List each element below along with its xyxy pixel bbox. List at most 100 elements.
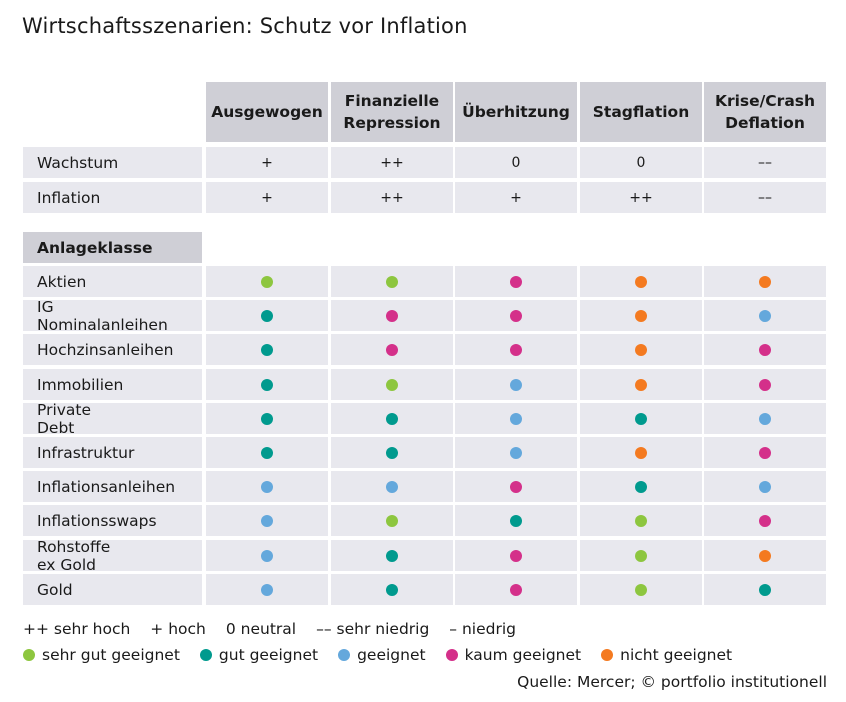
legend-dot: [23, 649, 35, 661]
asset-label: Inflationsswaps: [37, 511, 157, 530]
rating-dot: [635, 310, 647, 322]
rating-dot: [759, 310, 771, 322]
rating-dot: [759, 515, 771, 527]
color-legend-item: kaum geeignet: [445, 646, 582, 664]
rating-dot: [261, 584, 273, 596]
rating-dot: [261, 310, 273, 322]
rating-dot: [635, 276, 647, 288]
column-header: Überhitzung: [455, 82, 577, 142]
symbol-legend-item: – niedrig: [449, 620, 516, 638]
section-header: Anlageklasse: [23, 232, 202, 263]
row-label-bg: [23, 147, 202, 178]
legend-dot: [338, 649, 351, 661]
row-cell-bg: [455, 147, 577, 178]
rating-dot: [510, 310, 522, 322]
macro-value: ++: [380, 189, 404, 206]
symbol-legend-item: 0 neutral: [225, 620, 297, 638]
rating-dot: [759, 379, 771, 391]
rating-dot: [510, 550, 522, 562]
rating-dot: [261, 481, 273, 493]
asset-label: Rohstoffe ex Gold: [37, 537, 111, 574]
row-label-bg: [23, 505, 202, 536]
column-header: Stagflation: [580, 82, 702, 142]
rating-dot: [261, 344, 273, 356]
rating-dot: [261, 447, 273, 459]
row-label-bg: [23, 540, 202, 571]
rating-dot: [510, 379, 522, 391]
asset-label: Infrastruktur: [37, 443, 135, 462]
macro-value: ––: [758, 189, 772, 206]
row-label-bg: [23, 300, 202, 331]
legend-label: nicht geeignet: [620, 646, 733, 664]
row-label-bg: [23, 471, 202, 502]
asset-label: Private Debt: [37, 400, 92, 437]
macro-value: +: [510, 189, 522, 206]
row-label-bg: [23, 403, 202, 434]
legend-dot: [601, 649, 614, 661]
legend-label: gut geeignet: [218, 646, 319, 664]
asset-label: Gold: [37, 580, 73, 599]
rating-dot: [510, 276, 522, 288]
rating-dot: [759, 481, 771, 493]
rating-dot: [261, 379, 273, 391]
row-cell-bg: [580, 182, 702, 213]
row-cell-bg: [331, 182, 453, 213]
macro-value: ––: [758, 154, 772, 171]
rating-dot: [386, 413, 398, 425]
legend-label: geeignet: [357, 646, 426, 664]
rating-dot: [759, 344, 771, 356]
column-header: Krise/Crash Deflation: [704, 82, 826, 142]
macro-value: 0: [636, 154, 646, 171]
rating-dot: [759, 584, 771, 596]
rating-dot: [635, 550, 647, 562]
rating-dot: [386, 379, 398, 391]
symbol-legend-item: –– sehr niedrig: [316, 620, 430, 638]
rating-dot: [386, 550, 398, 562]
source-note: Quelle: Mercer; © portfolio institutione…: [517, 673, 827, 691]
row-label: Inflation: [37, 188, 101, 207]
rating-dot: [510, 447, 522, 459]
rating-dot: [386, 276, 398, 288]
rating-dot: [261, 550, 273, 562]
rating-dot: [386, 344, 398, 356]
rating-dot: [261, 413, 273, 425]
row-cell-bg: [455, 182, 577, 213]
asset-label: Hochzinsanleihen: [37, 340, 174, 359]
macro-value: ++: [380, 154, 404, 171]
symbol-legend: ++ sehr hoch + hoch 0 neutral –– sehr niedr…: [23, 620, 536, 638]
asset-label: Aktien: [37, 272, 87, 291]
rating-dot: [510, 515, 522, 527]
row-cell-bg: [704, 147, 826, 178]
rating-dot: [510, 344, 522, 356]
row-cell-bg: [206, 147, 328, 178]
rating-dot: [386, 310, 398, 322]
rating-dot: [386, 584, 398, 596]
legend-dot: [199, 649, 212, 661]
legend-dot: [445, 649, 458, 661]
macro-value: +: [261, 189, 273, 206]
rating-dot: [261, 515, 273, 527]
legend-label: sehr gut geeignet: [42, 646, 180, 664]
rating-dot: [510, 584, 522, 596]
rating-dot: [635, 515, 647, 527]
rating-dot: [759, 276, 771, 288]
rating-dot: [759, 413, 771, 425]
asset-label: IG Nominalanleihen: [37, 297, 168, 334]
rating-dot: [510, 481, 522, 493]
row-cell-bg: [580, 147, 702, 178]
rating-dot: [261, 276, 273, 288]
row-label-bg: [23, 369, 202, 400]
color-legend-item: sehr gut geeignet: [23, 646, 180, 664]
row-label: Wachstum: [37, 153, 119, 172]
legend-label: kaum geeignet: [464, 646, 582, 664]
row-label-bg: [23, 334, 202, 365]
row-cell-bg: [206, 182, 328, 213]
asset-label: Immobilien: [37, 375, 124, 394]
rating-dot: [635, 481, 647, 493]
row-label-bg: [23, 437, 202, 468]
row-label-bg: [23, 182, 202, 213]
symbol-legend-item: + hoch: [150, 620, 206, 638]
rating-dot: [635, 379, 647, 391]
column-header: Ausgewogen: [206, 82, 328, 142]
rating-dot: [759, 447, 771, 459]
